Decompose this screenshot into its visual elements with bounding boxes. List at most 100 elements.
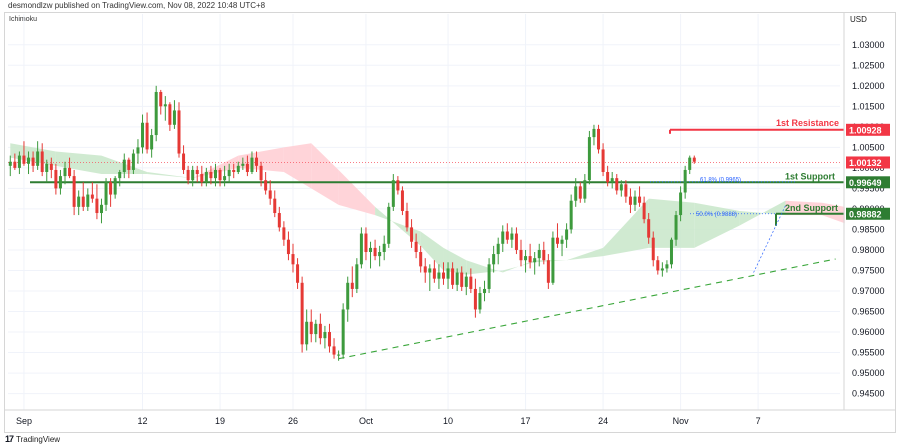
candle-body: [236, 165, 240, 172]
time-tick-label: Oct: [359, 416, 374, 426]
cloud-segment: [238, 147, 284, 172]
candle-body: [451, 268, 455, 285]
candle-body: [177, 110, 181, 154]
candle-body: [31, 157, 35, 166]
candle-body: [191, 169, 195, 181]
time-tick-label: 7: [756, 416, 761, 426]
candle-body: [660, 268, 664, 271]
price-label: 0.98882: [849, 209, 882, 219]
cloud-segment: [648, 198, 695, 248]
candle-body: [674, 215, 678, 240]
candle-body: [250, 157, 254, 172]
fib-anchor-line: [753, 205, 786, 273]
horizontal-levels: [8, 128, 844, 226]
cloud-segment: [603, 198, 649, 257]
candle-body: [555, 237, 559, 244]
candle-body: [378, 252, 382, 257]
time-tick-label: 26: [288, 416, 298, 426]
candle-body: [432, 268, 436, 279]
candle-body: [232, 169, 236, 172]
candle-body: [441, 272, 445, 279]
price-tick-label: 0.95500: [852, 348, 885, 358]
candle-body: [560, 239, 564, 244]
time-tick-label: Nov: [673, 416, 690, 426]
candle-body: [437, 272, 441, 279]
price-tick-label: 0.96000: [852, 327, 885, 337]
candle-body: [647, 219, 651, 238]
candle-body: [218, 169, 222, 181]
candle-body: [159, 91, 163, 107]
candle-body: [587, 137, 591, 181]
candle-body: [168, 104, 172, 125]
candle-body: [327, 332, 331, 347]
candle-body: [273, 198, 277, 214]
candle-body: [277, 213, 281, 228]
tradingview-logo[interactable]: 17 TradingView: [5, 434, 60, 444]
price-label: 1.00928: [849, 125, 882, 135]
candle-body: [633, 196, 637, 205]
price-label-box: [846, 176, 890, 189]
cloud-segment: [311, 143, 339, 205]
time-tick-label: 24: [598, 416, 608, 426]
candle-body: [487, 264, 491, 289]
candle-body: [337, 354, 341, 356]
candle-body: [63, 167, 67, 177]
candle-body: [610, 178, 614, 183]
ascending-trendline[interactable]: [338, 258, 836, 360]
currency-label: USD: [850, 15, 867, 24]
candle-body: [455, 272, 459, 285]
price-tick-label: 0.97000: [852, 286, 885, 296]
candle-body: [505, 231, 509, 240]
cloud-segment: [502, 260, 535, 273]
candle-body: [109, 182, 113, 195]
time-tick-label: 12: [138, 416, 148, 426]
price-label: 1.00132: [849, 158, 882, 168]
candle-body: [619, 184, 623, 191]
price-label-box: [846, 123, 890, 136]
candle-body: [428, 268, 432, 273]
fib-label: 50.0% (0.9888): [696, 212, 737, 218]
candle-body: [227, 169, 231, 177]
candle-body: [127, 159, 131, 170]
candle-body: [524, 256, 528, 261]
indicator-label[interactable]: Ichimoku: [9, 16, 38, 23]
candle-body: [54, 169, 58, 189]
price-tick-label: 0.94500: [852, 389, 885, 399]
candle-body: [400, 190, 404, 211]
candle-body: [264, 180, 268, 191]
candle-body: [8, 161, 12, 166]
candle-body: [414, 241, 418, 253]
price-tick-label: 1.00500: [852, 142, 885, 152]
candle-body: [49, 163, 53, 170]
candle-body: [314, 323, 318, 335]
candle-body: [68, 167, 72, 177]
candle-body: [182, 153, 186, 170]
candle-body: [209, 171, 213, 179]
candle-body: [624, 184, 628, 197]
candle-body: [58, 176, 62, 189]
candle-body: [186, 169, 190, 181]
candle-body: [27, 157, 31, 164]
price-tick-label: 0.95000: [852, 368, 885, 378]
candle-body: [628, 196, 632, 205]
candle-body: [300, 282, 304, 345]
level-annotation: 1st Support: [785, 171, 835, 181]
candle-body: [382, 243, 386, 253]
candle-body: [469, 276, 473, 289]
price-tick-label: 0.98000: [852, 245, 885, 255]
candle-body: [473, 288, 477, 310]
candles: [8, 85, 696, 361]
candle-body: [305, 321, 309, 345]
candle-body: [446, 268, 450, 279]
candle-body: [578, 186, 582, 199]
candle-body: [241, 163, 245, 166]
candle-body: [204, 171, 208, 183]
candle-body: [642, 202, 646, 220]
price-tick-label: 0.97500: [852, 265, 885, 275]
candle-body: [223, 176, 227, 181]
candle-body: [601, 149, 605, 172]
cloud-segment: [420, 231, 444, 271]
price-label-box: [846, 156, 890, 169]
candle-body: [665, 264, 669, 269]
